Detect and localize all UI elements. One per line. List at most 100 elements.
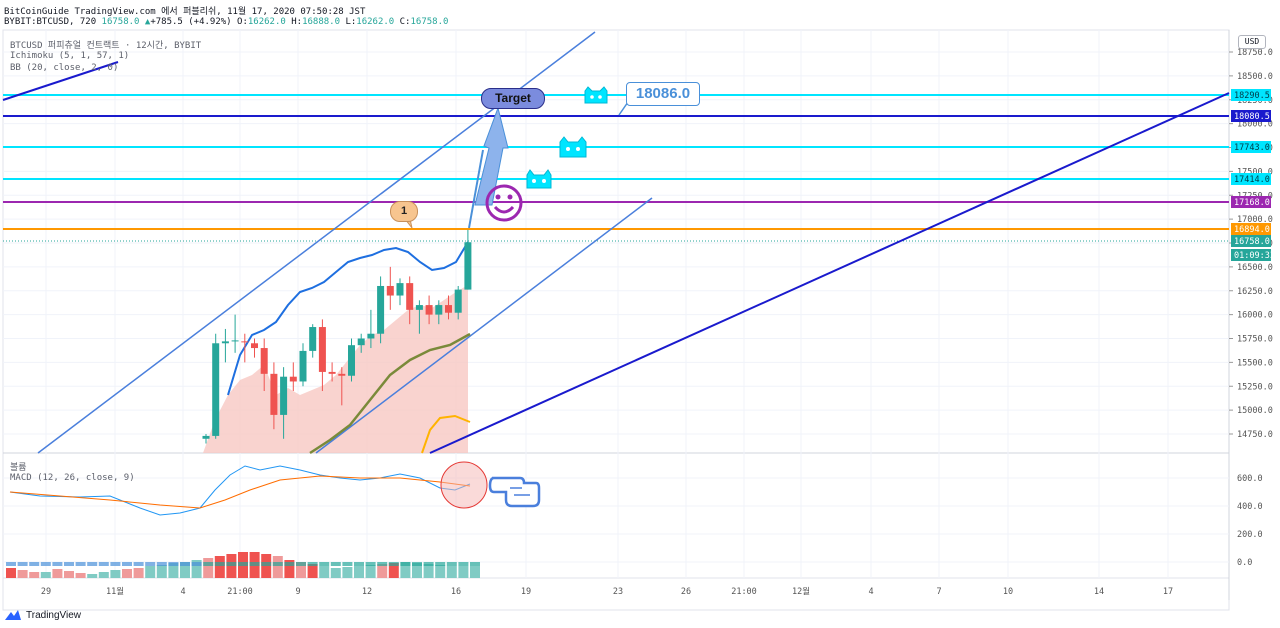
histogram-bar [377, 564, 388, 578]
histogram-bar [133, 568, 144, 578]
y-tick-label: 16500.0 [1237, 263, 1273, 273]
histogram-bar [400, 562, 411, 578]
y-tick-label: 15250.0 [1237, 382, 1273, 392]
y-tick-label: 14750.0 [1237, 430, 1273, 440]
candle-body [231, 340, 239, 342]
legend-bb[interactable]: BB (20, close, 2, 0) [10, 63, 119, 73]
x-tick-label: 7 [936, 587, 941, 597]
histogram-top-bar [307, 562, 318, 566]
histogram-bar [64, 571, 74, 578]
pointing-hand-icon [488, 476, 541, 508]
grid [3, 30, 1229, 578]
time-axis: 29 11월 4 21:00 9 12 16 19 23 26 21:00 12월 4 7 10 14 17 [41, 586, 1173, 597]
footer-brand: TradingView [26, 609, 82, 621]
histogram-top-bar [470, 562, 480, 566]
candle-body [445, 305, 452, 313]
price-label-box [1231, 223, 1271, 235]
cat-icon [559, 136, 587, 158]
histogram-top-bar [110, 562, 121, 566]
histogram-bar [284, 560, 295, 578]
x-tick-label: 12월 [792, 586, 810, 597]
histogram-top-bar [400, 562, 411, 566]
histogram-bar [110, 570, 121, 578]
candle-body [212, 343, 220, 436]
histogram-top-bar [98, 562, 109, 566]
histogram-bar [145, 566, 156, 578]
price-label-box [1231, 196, 1271, 208]
histogram-top-bar [319, 562, 330, 566]
histogram-top-bar [261, 562, 272, 566]
target-label[interactable]: Target [481, 88, 545, 109]
legend-ichimoku[interactable]: Ichimoku (5, 1, 57, 1) [10, 51, 130, 61]
x-tick-label: 23 [613, 587, 623, 597]
candle-body [396, 283, 404, 296]
histogram-top-bar [365, 562, 376, 566]
highlight-circle [440, 461, 488, 509]
histogram-bar [52, 569, 63, 578]
histogram-top-bar [180, 562, 190, 566]
histogram-top-bar [87, 562, 98, 566]
histogram-bar [354, 566, 364, 578]
y-tick-label: 18750.0 [1237, 48, 1273, 58]
histogram-top-bar [354, 562, 364, 566]
histogram-top-bar [272, 562, 283, 566]
candle-body [299, 350, 307, 382]
macd-axis: 600.0 400.0 200.0 0.0 [1237, 474, 1263, 568]
bb-upper-line [227, 241, 469, 396]
candle-body [454, 289, 462, 313]
legend-title[interactable]: BTCUSD 퍼피츄얼 컨트랙트 · 12시간, BYBIT [10, 41, 202, 51]
last-price-text: 16758.0 [101, 17, 140, 27]
low-value: 16262.0 [356, 17, 395, 27]
histogram-bar [168, 563, 179, 578]
price-label-text: 16894.0 [1234, 225, 1270, 235]
histogram-bar [435, 565, 446, 578]
high-value: 16888.0 [302, 17, 341, 27]
publish-text: BitCoinGuide TradingView.com 에서 퍼블리쉬, 11… [4, 7, 366, 17]
histogram-top-bar [122, 562, 132, 566]
price-label-box [1231, 249, 1271, 261]
histogram-bar [272, 556, 283, 578]
arrow-head [474, 106, 509, 206]
candle-body [309, 327, 317, 351]
x-tick-label: 11월 [106, 586, 124, 597]
y-tick-label: 15750.0 [1237, 335, 1273, 345]
histogram-bar [342, 567, 353, 578]
open-label: O: [237, 17, 248, 27]
histogram-top-bar [6, 562, 16, 566]
footer: TradingView [4, 609, 81, 621]
candle-body [435, 305, 443, 315]
candle-body [348, 345, 355, 376]
signal-line [9, 475, 471, 509]
histogram-bar [6, 568, 16, 578]
histogram-bar [446, 566, 457, 578]
price-label-box [1231, 89, 1271, 101]
navy-trendline-rising [429, 92, 1230, 454]
price-callout[interactable]: 18086.0 [626, 82, 700, 106]
histogram-top-bar [133, 562, 144, 566]
macd-pane [6, 461, 541, 578]
cat-icon [526, 169, 552, 189]
candle-body [270, 373, 278, 415]
currency-button[interactable]: USD [1238, 35, 1266, 49]
legend-volume[interactable]: 볼륨 [10, 463, 27, 473]
legend-macd[interactable]: MACD (12, 26, close, 9) [10, 473, 135, 483]
histogram-top-bar [296, 562, 306, 566]
histogram-bar [412, 563, 422, 578]
navy-trendline-top [2, 61, 119, 101]
cat-icon [584, 86, 608, 104]
histogram-top-bar [446, 562, 457, 566]
histogram-bar [156, 565, 167, 578]
number-bubble[interactable]: 1 [390, 201, 418, 222]
histogram-bar [470, 566, 480, 578]
histogram-bar [87, 574, 98, 578]
channel-lower [315, 197, 653, 454]
histogram-top-bar [214, 562, 225, 566]
candle-body [377, 285, 385, 334]
histogram-top-bar [168, 562, 179, 566]
up-arrow-icon: ▲ [144, 17, 151, 27]
histogram-top-bar [156, 562, 167, 566]
macd-line [9, 465, 471, 516]
histogram-top-bar [435, 562, 446, 566]
histogram-bar [98, 572, 109, 578]
